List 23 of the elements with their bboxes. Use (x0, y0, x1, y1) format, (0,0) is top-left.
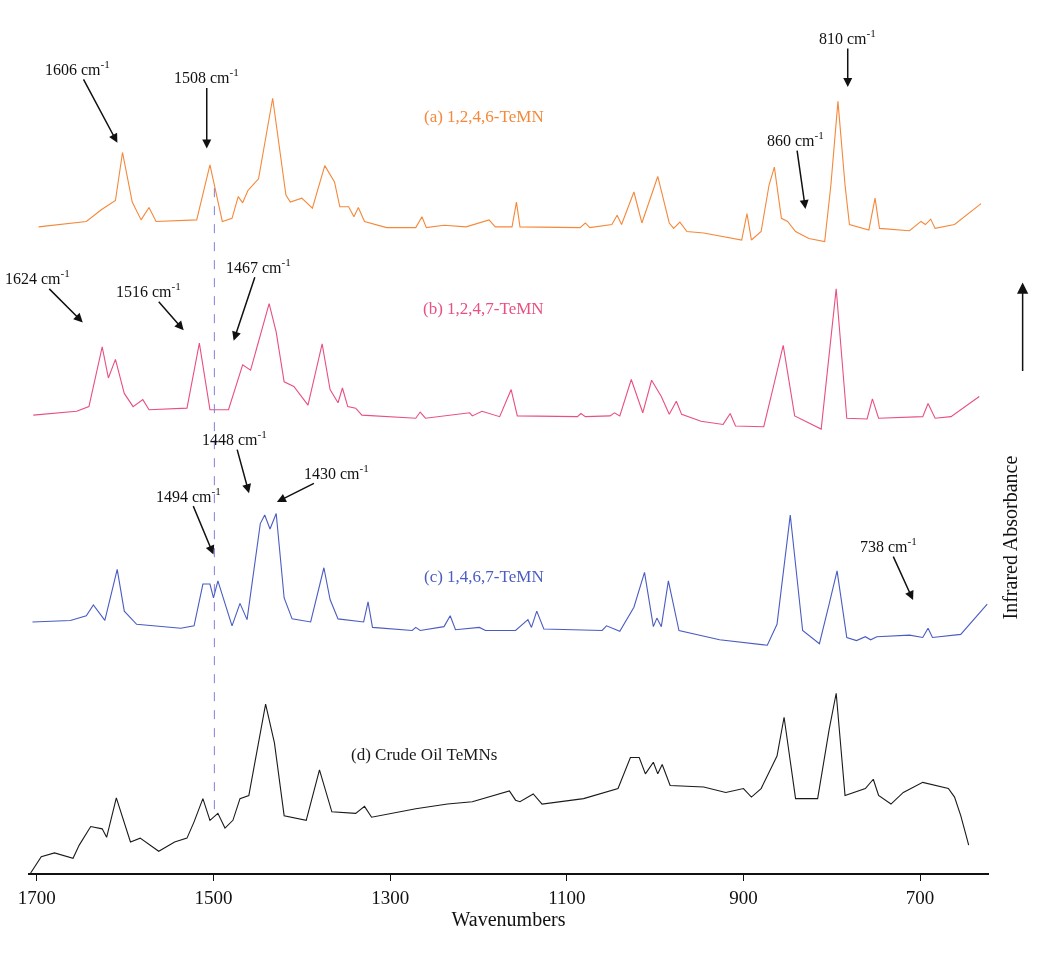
x-tick-label: 900 (729, 886, 758, 908)
series-label: (c) 1,4,6,7-TeMN (424, 567, 544, 586)
text: (b) 1,2,4,7-TeMN (423, 299, 544, 318)
x-tick-label: 700 (905, 886, 935, 908)
text: 1508 cm$^{-1}$ (174, 66, 239, 86)
y-axis-title: Infrared Absorbance (998, 455, 1021, 620)
x-tick-label: 1500 (194, 886, 233, 908)
annotation: 860 cm$^{-1}$ (767, 129, 824, 149)
x-tick-label: 1300 (371, 886, 410, 908)
annotation: 1624 cm$^{-1}$ (5, 267, 70, 287)
text: 1606 cm$^{-1}$ (45, 58, 110, 78)
annotation: 1494 cm$^{-1}$ (156, 485, 221, 505)
annotation: 1430 cm$^{-1}$ (304, 462, 369, 482)
annotation: 1467 cm$^{-1}$ (226, 256, 291, 276)
x-axis-title: Wavenumbers (451, 907, 566, 930)
annotation: 738 cm$^{-1}$ (860, 535, 917, 555)
annotation: 1448 cm$^{-1}$ (202, 428, 267, 448)
x-tick-label: 1700 (17, 886, 56, 908)
series-label: (d) Crude Oil TeMNs (351, 745, 498, 764)
x-tick-label: 1100 (548, 886, 586, 908)
text: (a) 1,2,4,6-TeMN (424, 107, 544, 126)
text: 810 cm$^{-1}$ (819, 27, 876, 47)
annotation: 1516 cm$^{-1}$ (116, 280, 181, 300)
